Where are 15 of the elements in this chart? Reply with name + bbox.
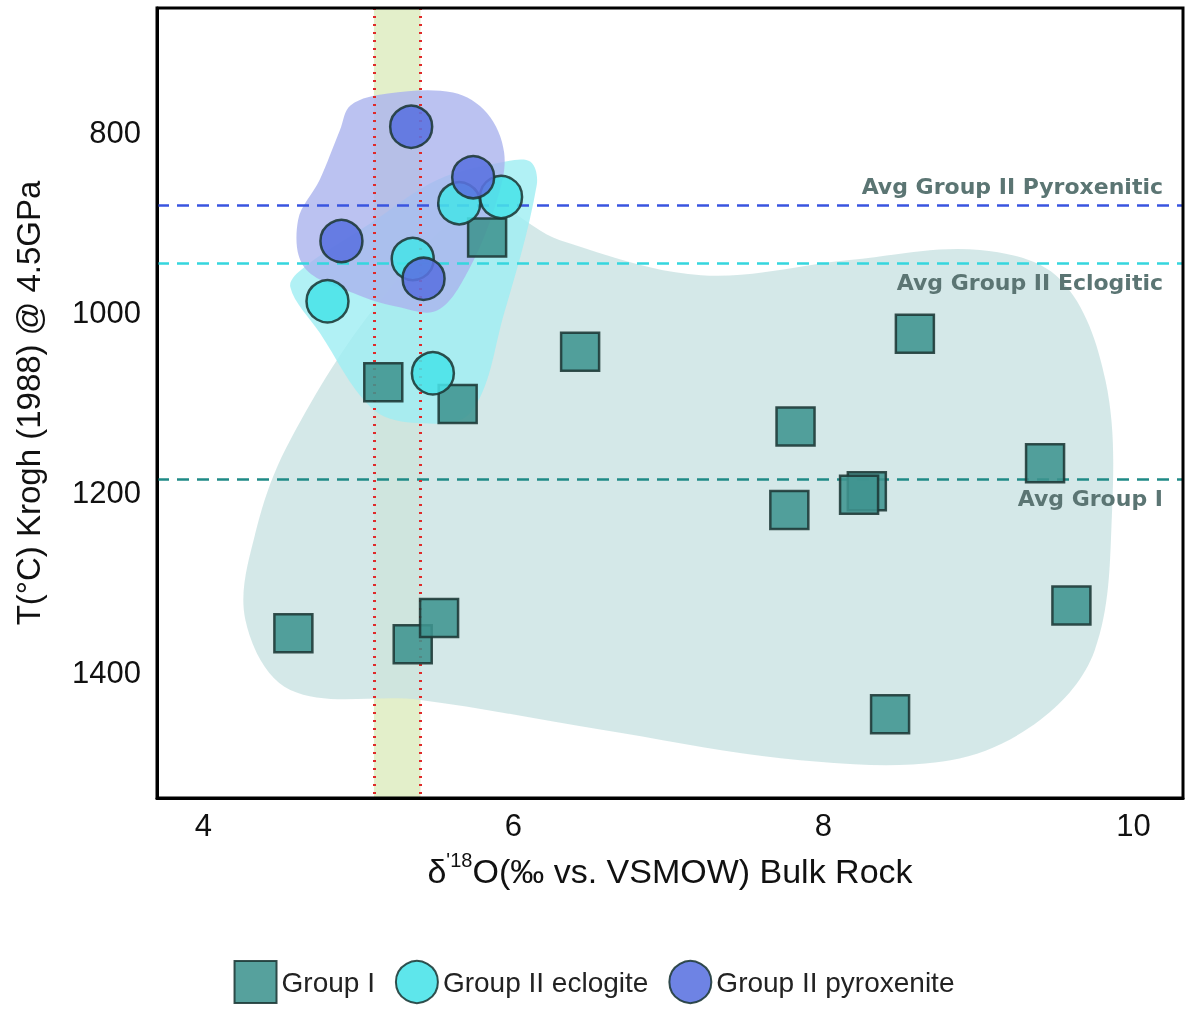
y-tick-label: 1200: [72, 474, 141, 510]
legend-label: Group II eclogite: [442, 966, 649, 998]
ref-line-label: Avg Group II Pyroxenitic: [861, 173, 1163, 199]
y-tick-label: 1000: [72, 294, 141, 330]
x-tick-label: 6: [504, 808, 523, 843]
ref-line-label: Avg Group I: [1017, 485, 1163, 511]
x-tick-label: 8: [814, 808, 833, 843]
y-tick-label: 1400: [72, 654, 141, 690]
y-tick-label: 800: [89, 114, 141, 150]
x-tick-label: 4: [194, 808, 213, 843]
y-axis-title: T(°C) Krogh (1988) @ 4.5GPa: [10, 180, 47, 626]
legend-label: Group I: [281, 966, 375, 998]
ref-line-label: Avg Group II Eclogitic: [896, 270, 1163, 296]
legend-label: Group II pyroxenite: [716, 966, 955, 998]
x-tick-label: 10: [1116, 808, 1151, 843]
